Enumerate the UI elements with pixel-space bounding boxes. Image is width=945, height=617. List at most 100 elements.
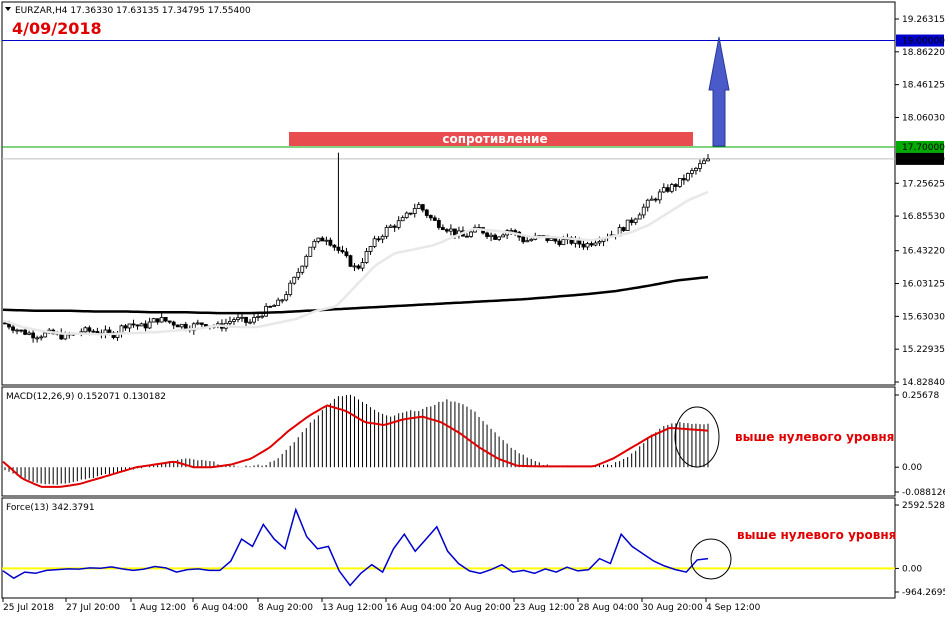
candle-body: [412, 208, 417, 214]
candle-body: [497, 236, 502, 240]
candle-body: [489, 234, 493, 237]
candle-body: [244, 316, 248, 323]
candle-body: [179, 323, 184, 328]
candle-body: [706, 158, 710, 162]
grid-layer: [2, 40, 895, 160]
candle-body: [501, 234, 506, 238]
candle-body: [637, 214, 642, 220]
candle-body: [621, 227, 626, 231]
candle-body: [525, 240, 530, 243]
candle-body: [23, 329, 27, 335]
x-tick-label: 30 Aug 20:00: [642, 603, 703, 613]
candle-body: [388, 225, 393, 228]
candle-body: [581, 243, 586, 248]
candle-body: [143, 323, 148, 329]
candle-body: [240, 316, 244, 319]
candle-body: [35, 337, 40, 340]
candle-body: [404, 212, 409, 218]
x-tick-label: 6 Aug 04:00: [193, 603, 248, 613]
candle-body: [352, 265, 357, 268]
price-tick-label: 18.46125: [902, 81, 945, 91]
candle-body: [232, 319, 236, 322]
candle-body: [702, 160, 706, 165]
macd-tick-label: -0.088126: [902, 488, 945, 498]
force-tick-label: 0.00: [902, 564, 922, 574]
candle-body: [557, 240, 562, 246]
price-tick-label: 16.85530: [902, 212, 945, 222]
candle-body: [312, 241, 317, 248]
candle-body: [686, 173, 690, 181]
resistance-box: [289, 132, 693, 146]
candle-body: [236, 317, 240, 321]
candle-body: [3, 322, 7, 325]
candle-body: [453, 228, 457, 236]
candle-body: [296, 271, 301, 278]
candle-body: [304, 255, 309, 267]
candle-body: [175, 324, 180, 328]
price-tick-label: 14.82840: [902, 378, 945, 388]
force-index-line: [2, 507, 709, 587]
candle-body: [195, 322, 200, 325]
x-tick-label: 27 Jul 20:00: [66, 603, 120, 613]
candle-body: [400, 217, 405, 222]
candle-body: [364, 251, 369, 263]
x-tick-label: 8 Aug 20:00: [258, 603, 313, 613]
force-layer: [2, 507, 895, 587]
arrow-up-icon: [708, 36, 730, 147]
triangle-down-icon[interactable]: [5, 7, 11, 11]
candle-body: [256, 316, 260, 318]
marker-tag: [896, 140, 944, 153]
candle-body: [444, 229, 449, 232]
candle-body: [163, 317, 168, 322]
candle-body: [43, 332, 48, 338]
candle-body: [360, 262, 365, 269]
macd-tick-label: 0.00: [902, 463, 922, 473]
candle-body: [428, 215, 433, 219]
macd-highlight-circle: [674, 406, 720, 468]
x-tick-label: 28 Aug 04:00: [578, 603, 639, 613]
candle-body: [332, 244, 337, 248]
symbol-line: EURZAR,H4 17.36330 17.63135 17.34795 17.…: [15, 6, 251, 16]
candle-body: [228, 321, 232, 324]
candle-body: [248, 321, 252, 324]
candle-body: [653, 198, 658, 201]
candle-body: [268, 305, 273, 308]
candle-body: [91, 330, 96, 333]
candle-body: [308, 246, 313, 257]
force-tick-label: -964.2695: [902, 588, 945, 598]
candle-body: [408, 212, 413, 215]
candle-body: [280, 299, 285, 302]
candle-body: [316, 237, 321, 242]
candle-body: [147, 321, 152, 329]
price-layer: [2, 152, 710, 343]
price-panel[interactable]: [1, 1, 896, 386]
marker-tag: [896, 152, 944, 165]
candle-body: [424, 209, 429, 216]
candle-body: [673, 184, 678, 187]
candle-body: [513, 230, 518, 233]
candle-body: [31, 332, 36, 339]
candle-body: [336, 246, 341, 251]
candle-body: [641, 206, 646, 216]
candle-body: [633, 218, 638, 223]
candle-body: [392, 225, 397, 228]
price-tick-label: 18.06030: [902, 113, 945, 123]
candle-body: [292, 276, 297, 284]
ma-slow-line: [2, 275, 709, 315]
candle-body: [629, 219, 634, 223]
candle-body: [199, 322, 204, 325]
candle-body: [139, 323, 144, 327]
candle-body: [320, 237, 325, 242]
force-tick-label: 2592.5284: [902, 501, 945, 511]
candle-body: [625, 219, 630, 231]
axis-layer: 19.26315 18.86220 18.46125 18.06030 17.25625…: [2, 15, 945, 613]
price-tick-label: 15.22935: [902, 345, 945, 355]
candle-body: [288, 282, 293, 296]
macd-panel[interactable]: [1, 386, 896, 497]
candle-body: [657, 191, 662, 201]
candle-body: [27, 332, 32, 335]
force-panel[interactable]: [1, 497, 896, 599]
force-note: выше нулевого уровня: [737, 528, 896, 542]
candle-body: [420, 204, 425, 211]
